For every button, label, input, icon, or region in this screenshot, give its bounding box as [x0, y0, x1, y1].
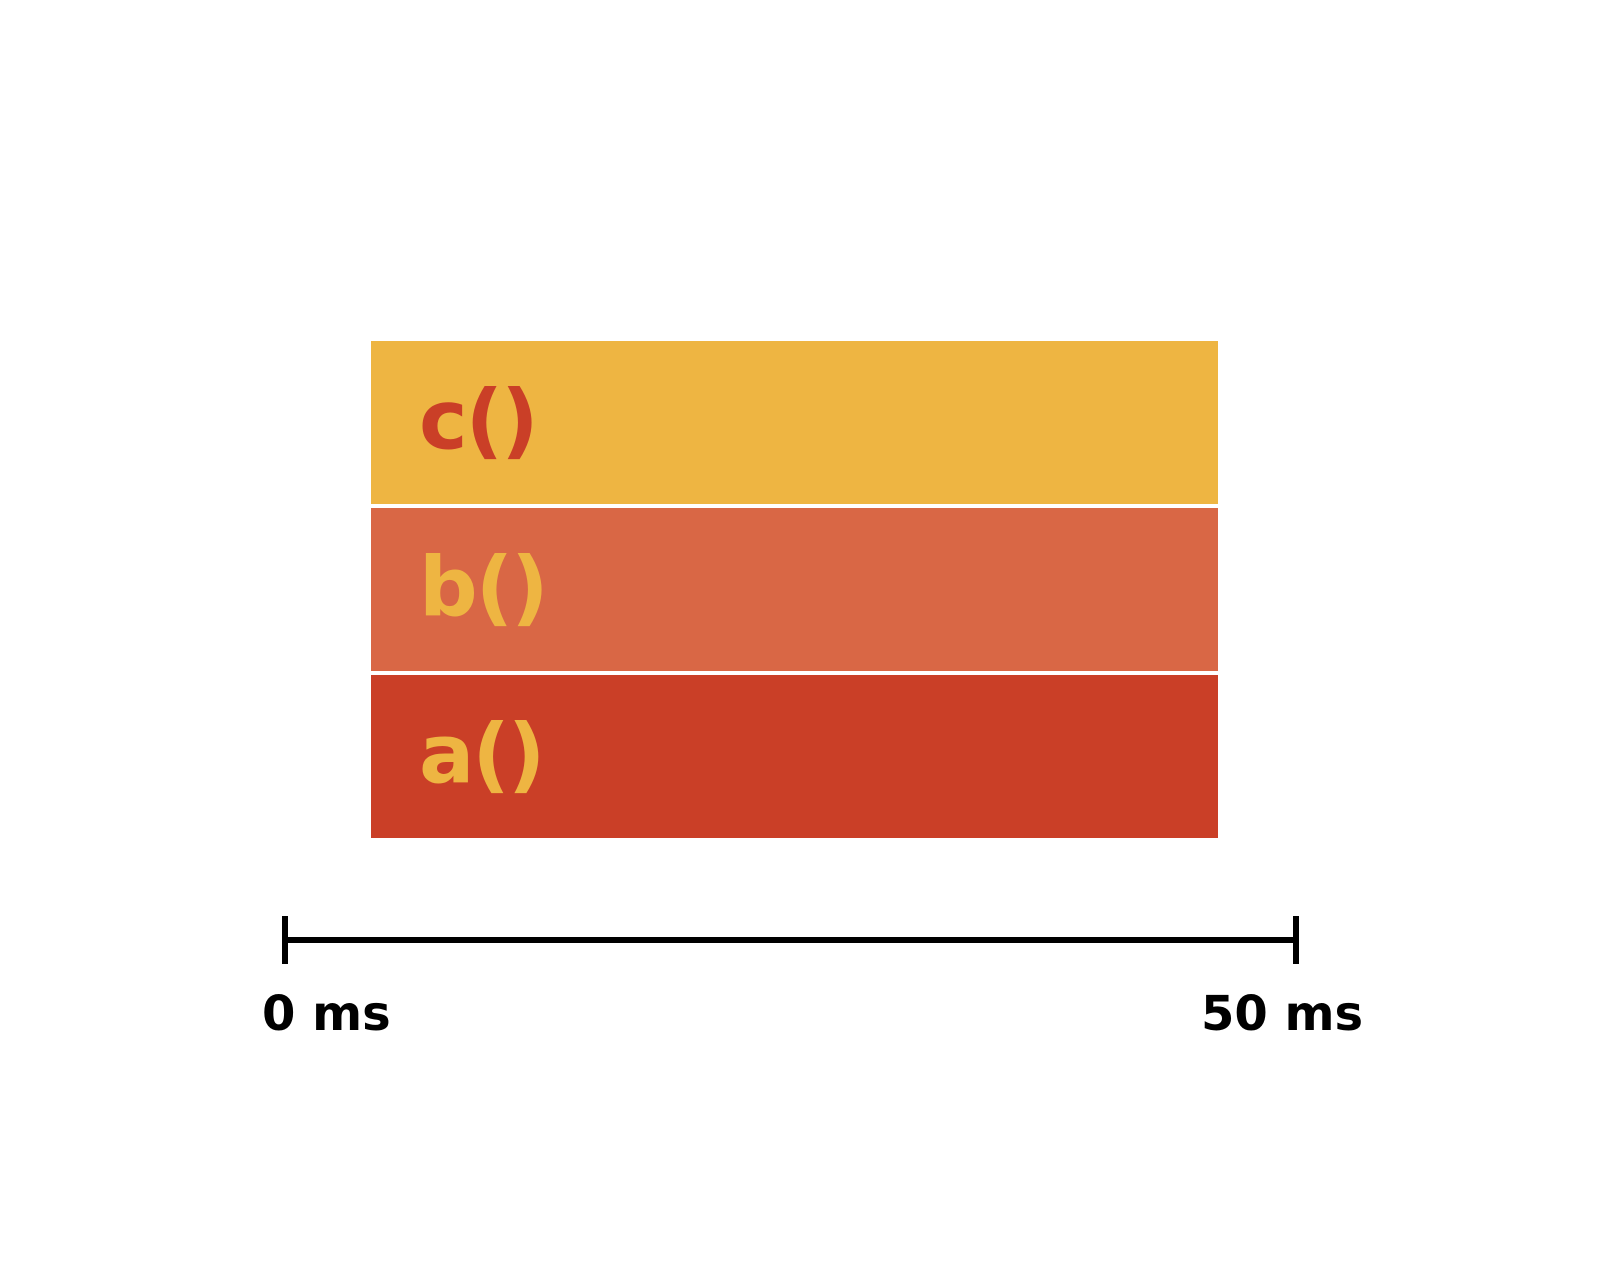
frame-label-c: c() — [419, 379, 539, 462]
function-name-b: b — [419, 539, 478, 635]
frame-label-b: b() — [419, 546, 549, 629]
stack-frame-b: b() — [371, 508, 1218, 671]
stack-frame-a: a() — [371, 675, 1218, 838]
timeline-end-label: 50 ms — [1201, 986, 1364, 1042]
frame-label-a: a() — [419, 713, 545, 796]
function-name-c: c — [419, 372, 468, 468]
call-stack: c() b() a() — [371, 341, 1218, 838]
stack-frame-c: c() — [371, 341, 1218, 504]
timeline-start-label: 0 ms — [262, 986, 391, 1042]
parens-c: () — [465, 372, 539, 468]
parens-b: () — [475, 539, 549, 635]
function-name-a: a — [419, 706, 474, 802]
parens-a: () — [472, 706, 545, 802]
